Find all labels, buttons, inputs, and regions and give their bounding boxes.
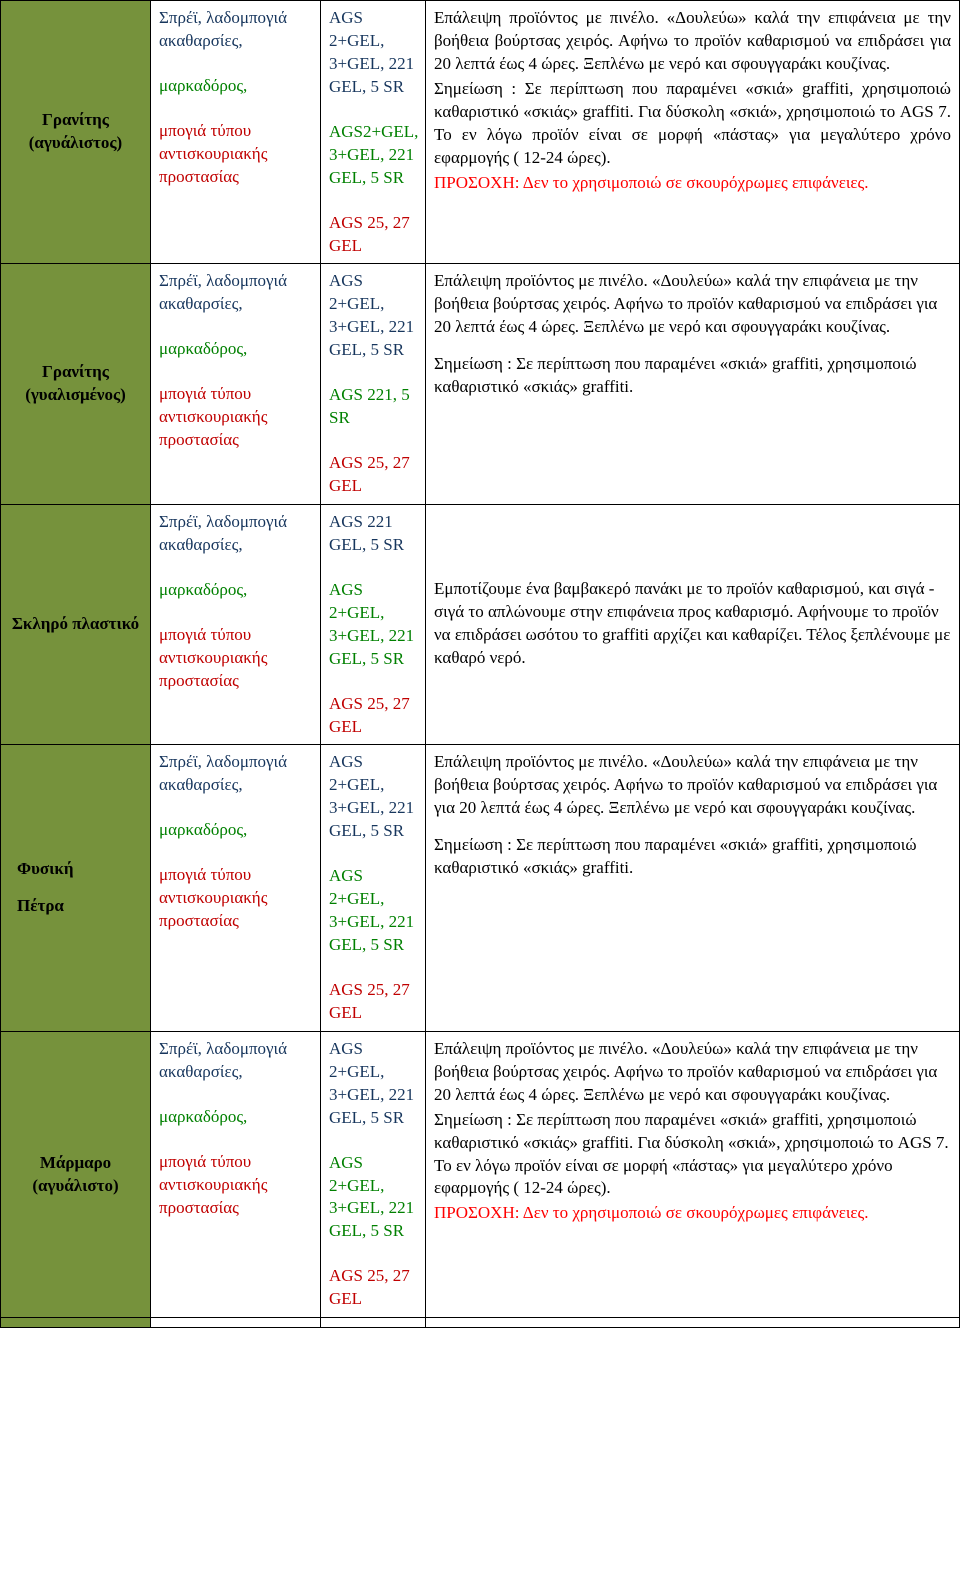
table-row: Φυσική Πέτρα Σπρέϊ, λαδομπογιά ακαθαρσίες,… — [1, 745, 960, 1031]
description-paragraph: Εμποτίζουμε ένα βαμβακερό πανάκι με το π… — [434, 578, 951, 670]
contaminant-item: μαρκαδόρος, — [159, 75, 312, 98]
description-cell: Επάλειψη προϊόντος με πινέλο. «Δουλεύω» … — [426, 1, 960, 264]
contaminant-item: Σπρέϊ, λαδομπογιά ακαθαρσίες, — [159, 270, 312, 316]
product-item: AGS 25, 27 GEL — [329, 693, 417, 739]
contaminant-item: μπογιά τύπου αντισκουριακής προστασίας — [159, 383, 312, 452]
material-cell: Μάρμαρο (αγυάλιστο) — [1, 1031, 151, 1317]
product-item: AGS 2+GEL, 3+GEL, 221 GEL, 5 SR — [329, 270, 417, 362]
table-row: Μάρμαρο (αγυάλιστο)Σπρέϊ, λαδομπογιά ακα… — [1, 1031, 960, 1317]
warning-text: ΠΡΟΣΟΧΗ: Δεν το χρησιμοποιώ σε σκουρόχρω… — [434, 1202, 951, 1225]
description-paragraph: Σημείωση : Σε περίπτωση που παραμένει «σ… — [434, 1109, 951, 1201]
table-row: Γρανίτης (γυαλισμένος)Σπρέϊ, λαδομπογιά … — [1, 264, 960, 505]
contaminant-cell: Σπρέϊ, λαδομπογιά ακαθαρσίες, μαρκαδόρος,… — [151, 1031, 321, 1317]
product-cell: AGS 2+GEL, 3+GEL, 221 GEL, 5 SR AGS 2+GEL… — [321, 745, 426, 1031]
product-item: AGS 2+GEL, 3+GEL, 221 GEL, 5 SR — [329, 579, 417, 671]
description-cell: Επάλειψη προϊόντος με πινέλο. «Δουλεύω» … — [426, 745, 960, 1031]
contaminant-item: Σπρέϊ, λαδομπογιά ακαθαρσίες, — [159, 1038, 312, 1084]
material-cell: Σκληρό πλαστικό — [1, 504, 151, 745]
product-cell: AGS 221 GEL, 5 SR AGS 2+GEL, 3+GEL, 221 G… — [321, 504, 426, 745]
material-cell: Γρανίτης (αγυάλιστος) — [1, 1, 151, 264]
product-item: AGS 221, 5 SR — [329, 384, 417, 430]
warning-text: ΠΡΟΣΟΧΗ: Δεν το χρησιμοποιώ σε σκουρόχρω… — [434, 172, 951, 195]
contaminant-item: μπογιά τύπου αντισκουριακής προστασίας — [159, 120, 312, 189]
product-item: AGS 2+GEL, 3+GEL, 221 GEL, 5 SR — [329, 1038, 417, 1130]
contaminant-cell: Σπρέϊ, λαδομπογιά ακαθαρσίες, μαρκαδόρος,… — [151, 745, 321, 1031]
table-row: Γρανίτης (αγυάλιστος)Σπρέϊ, λαδομπογιά α… — [1, 1, 960, 264]
materials-table: Γρανίτης (αγυάλιστος)Σπρέϊ, λαδομπογιά α… — [0, 0, 960, 1328]
product-item: AGS2+GEL, 3+GEL, 221 GEL, 5 SR — [329, 121, 417, 190]
material-name: Φυσική — [9, 858, 142, 881]
description-paragraph: Επάλειψη προϊόντος με πινέλο. «Δουλεύω» … — [434, 751, 951, 820]
contaminant-item: Σπρέϊ, λαδομπογιά ακαθαρσίες, — [159, 511, 312, 557]
contaminant-cell: Σπρέϊ, λαδομπογιά ακαθαρσίες, μαρκαδόρος,… — [151, 264, 321, 505]
product-item: AGS 25, 27 GEL — [329, 212, 417, 258]
contaminant-item: μαρκαδόρος, — [159, 579, 312, 602]
contaminant-item: μαρκαδόρος, — [159, 819, 312, 842]
material-cell: Γρανίτης (γυαλισμένος) — [1, 264, 151, 505]
contaminant-item: Σπρέϊ, λαδομπογιά ακαθαρσίες, — [159, 751, 312, 797]
product-cell: AGS 2+GEL, 3+GEL, 221 GEL, 5 SR AGS 2+GEL… — [321, 1031, 426, 1317]
description-cell: Εμποτίζουμε ένα βαμβακερό πανάκι με το π… — [426, 504, 960, 745]
product-item: AGS 2+GEL, 3+GEL, 221 GEL, 5 SR — [329, 1152, 417, 1244]
contaminant-item: μπογιά τύπου αντισκουριακής προστασίας — [159, 1151, 312, 1220]
description-paragraph: Επάλειψη προϊόντος με πινέλο. «Δουλεύω» … — [434, 1038, 951, 1107]
product-item: AGS 25, 27 GEL — [329, 979, 417, 1025]
contaminant-item: Σπρέϊ, λαδομπογιά ακαθαρσίες, — [159, 7, 312, 53]
product-item: AGS 25, 27 GEL — [329, 452, 417, 498]
description-paragraph: Σημείωση : Σε περίπτωση που παραμένει «σ… — [434, 353, 951, 399]
contaminant-item: μαρκαδόρος, — [159, 338, 312, 361]
material-name: Πέτρα — [9, 895, 142, 918]
description-paragraph: Επάλειψη προϊόντος με πινέλο. «Δουλεύω» … — [434, 270, 951, 339]
empty-cell — [151, 1318, 321, 1328]
description-cell: Επάλειψη προϊόντος με πινέλο. «Δουλεύω» … — [426, 264, 960, 505]
empty-cell — [1, 1318, 151, 1328]
material-cell: Φυσική Πέτρα — [1, 745, 151, 1031]
product-cell: AGS 2+GEL, 3+GEL, 221 GEL, 5 SR AGS2+GEL,… — [321, 1, 426, 264]
product-cell: AGS 2+GEL, 3+GEL, 221 GEL, 5 SR AGS 221, … — [321, 264, 426, 505]
contaminant-item: μπογιά τύπου αντισκουριακής προστασίας — [159, 864, 312, 933]
contaminant-item: μαρκαδόρος, — [159, 1106, 312, 1129]
empty-row — [1, 1318, 960, 1328]
description-cell: Επάλειψη προϊόντος με πινέλο. «Δουλεύω» … — [426, 1031, 960, 1317]
empty-cell — [426, 1318, 960, 1328]
description-paragraph: Σημείωση : Σε περίπτωση που παραμένει «σ… — [434, 78, 951, 170]
product-item: AGS 2+GEL, 3+GEL, 221 GEL, 5 SR — [329, 751, 417, 843]
table-row: Σκληρό πλαστικόΣπρέϊ, λαδομπογιά ακαθαρσ… — [1, 504, 960, 745]
contaminant-cell: Σπρέϊ, λαδομπογιά ακαθαρσίες, μαρκαδόρος,… — [151, 504, 321, 745]
contaminant-cell: Σπρέϊ, λαδομπογιά ακαθαρσίες, μαρκαδόρος,… — [151, 1, 321, 264]
product-item: AGS 221 GEL, 5 SR — [329, 511, 417, 557]
empty-cell — [321, 1318, 426, 1328]
contaminant-item: μπογιά τύπου αντισκουριακής προστασίας — [159, 624, 312, 693]
product-item: AGS 25, 27 GEL — [329, 1265, 417, 1311]
product-item: AGS 2+GEL, 3+GEL, 221 GEL, 5 SR — [329, 7, 417, 99]
description-paragraph: Σημείωση : Σε περίπτωση που παραμένει «σ… — [434, 834, 951, 880]
product-item: AGS 2+GEL, 3+GEL, 221 GEL, 5 SR — [329, 865, 417, 957]
description-paragraph: Επάλειψη προϊόντος με πινέλο. «Δουλεύω» … — [434, 7, 951, 76]
